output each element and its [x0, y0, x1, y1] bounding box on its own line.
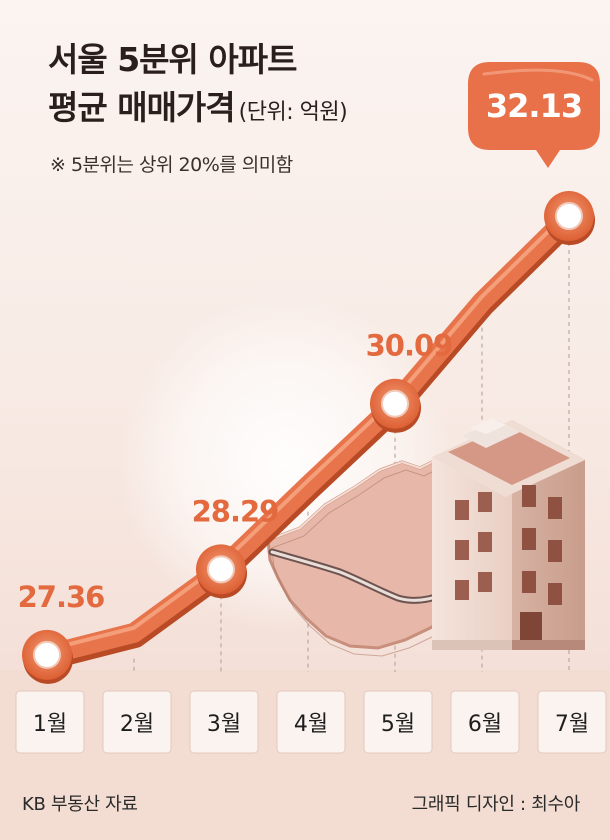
highlight-bubble: 32.13 — [468, 62, 600, 168]
data-point-center — [33, 640, 61, 669]
data-value-label: 30.09 — [366, 329, 453, 363]
unit-label: (단위: 억원) — [238, 100, 348, 125]
month-box — [363, 690, 433, 754]
credit-label: 그래픽 디자인 : 최수아 — [411, 794, 581, 815]
month-box — [276, 690, 346, 754]
x-tick-label: 1월 — [33, 712, 67, 737]
series-line-shine — [45, 209, 571, 652]
highlight-bubble-shape — [468, 62, 600, 168]
month-axis: 1월 2월 3월 4월 5월 6월 7월 — [15, 690, 607, 754]
data-value-label: 27.36 — [18, 580, 105, 614]
value-labels: 27.36 28.29 30.09 — [18, 329, 454, 614]
markers — [22, 191, 595, 684]
footnote: ※ 5분위는 상위 20%를 의미함 — [50, 154, 293, 176]
apartment-building-illustration — [432, 418, 585, 650]
x-tick-label: 3월 — [207, 712, 241, 737]
x-tick-label: 5월 — [381, 712, 415, 737]
x-tick-label: 6월 — [468, 712, 502, 737]
highlight-value-label: 32.13 — [486, 87, 582, 125]
data-value-label: 28.29 — [192, 494, 279, 528]
series-line — [37, 206, 581, 670]
title-line-2: 평균 매매가격 (단위: 억원) — [48, 84, 348, 137]
series-line-stroke — [37, 206, 579, 665]
title-line-2-text: 평균 매매가격 — [48, 88, 236, 127]
month-box — [15, 690, 85, 754]
x-tick-label: 2월 — [120, 712, 154, 737]
month-box — [450, 690, 520, 754]
x-tick-label: 4월 — [294, 712, 328, 737]
title-line-1: 서울 5분위 아파트 — [48, 40, 297, 79]
chart-title: 서울 5분위 아파트 평균 매매가격 (단위: 억원) — [48, 36, 348, 137]
data-point-center — [207, 555, 235, 584]
month-box — [102, 690, 172, 754]
month-box — [537, 690, 607, 754]
x-tick-label: 7월 — [555, 712, 589, 737]
highlight-bubble-shine — [482, 68, 594, 82]
month-box — [189, 690, 259, 754]
data-point-center — [555, 202, 583, 231]
data-point-center — [381, 389, 409, 418]
source-label: KB 부동산 자료 — [22, 794, 138, 815]
